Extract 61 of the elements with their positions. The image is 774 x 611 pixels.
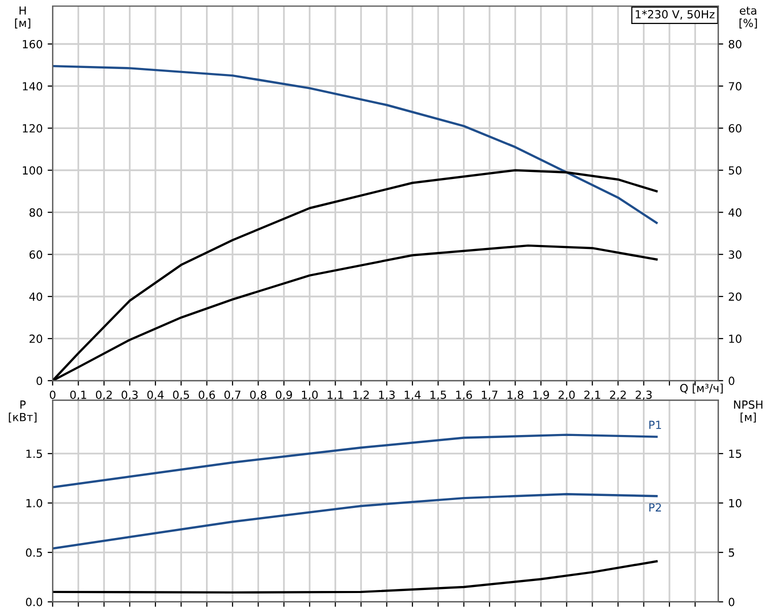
series-label: P1: [649, 420, 661, 429]
y-tick-label: 0: [36, 376, 42, 386]
y-tick-label: 80: [30, 208, 42, 217]
x-tick-label: 1,1: [328, 390, 344, 400]
line-series: [52, 434, 658, 488]
x-tick-label: 1,9: [533, 390, 549, 400]
y2-tick-label: 40: [728, 208, 742, 217]
y-tick-label: 20: [30, 334, 42, 343]
x-tick-label: 0,2: [96, 390, 112, 400]
x-tick-label: 2,0: [558, 390, 575, 400]
y-tick-label: 60: [30, 250, 42, 259]
y2-tick-label: 50: [728, 166, 742, 175]
y2-axis-title: eta [%]: [740, 6, 757, 28]
y-tick-label: 140: [22, 82, 42, 90]
y-axis-title: H [м]: [15, 6, 30, 28]
x-tick-label: 0,4: [147, 390, 164, 400]
x-tick-label: 2,1: [584, 390, 600, 400]
x-tick-label: 0,9: [276, 390, 292, 400]
x-tick-label: 1,6: [456, 390, 472, 400]
y2-tick-label: 5: [728, 548, 734, 557]
x-tick-label: 1,7: [482, 390, 498, 400]
x-tick-label: 0,5: [173, 390, 189, 400]
y-tick-label: 120: [22, 124, 42, 133]
y2-tick-label: 60: [728, 124, 742, 133]
y2-tick-label: 70: [728, 82, 742, 90]
y-tick-label: 40: [29, 292, 42, 301]
line-series: [52, 64, 658, 224]
x-tick-label: 1,3: [379, 390, 395, 400]
y-tick-label: 0.5: [26, 548, 42, 557]
y2-tick-label: 10: [729, 498, 742, 508]
x-tick-label: 1,8: [508, 390, 524, 400]
x-tick-label: 0: [50, 390, 56, 399]
y2-tick-label: 30: [728, 250, 742, 259]
x-tick-label: 0,1: [70, 390, 86, 400]
y2-tick-label: 20: [728, 292, 742, 301]
y2-tick-label: 80: [728, 40, 742, 48]
x-tick-label: 1,0: [302, 390, 318, 400]
x-tick-label: 1,2: [353, 390, 369, 400]
annotation: 1*230 V, 50Hz: [636, 10, 714, 20]
y2-tick-label: 10: [729, 334, 742, 343]
x-tick-label: 0,8: [250, 390, 266, 400]
x-axis-title: Q [м³/ч]: [680, 384, 723, 394]
x-tick-label: 2,2: [610, 390, 626, 400]
y2-tick-label: 0: [728, 598, 734, 606]
y-tick-label: 1.5: [26, 450, 42, 458]
y-tick-label: 0.0: [26, 598, 42, 606]
x-tick-label: 2,3: [636, 390, 652, 400]
y2-tick-label: 0: [728, 376, 734, 386]
x-tick-label: 1,4: [404, 390, 421, 400]
line-series: [52, 560, 658, 594]
y-tick-label: 160: [22, 40, 42, 48]
y2-axis-title: NPSH [м]: [734, 400, 762, 423]
y-axis-title: P [кВт]: [8, 400, 36, 423]
x-tick-label: 0,6: [198, 390, 215, 400]
y-tick-label: 100: [22, 166, 42, 175]
series-label: P2: [649, 503, 661, 512]
x-tick-label: 0,3: [122, 390, 138, 400]
y-tick-label: 1.0: [26, 498, 42, 508]
x-tick-label: 0,7: [224, 390, 240, 400]
x-tick-label: 1,5: [430, 390, 446, 400]
y2-tick-label: 15: [729, 450, 742, 458]
